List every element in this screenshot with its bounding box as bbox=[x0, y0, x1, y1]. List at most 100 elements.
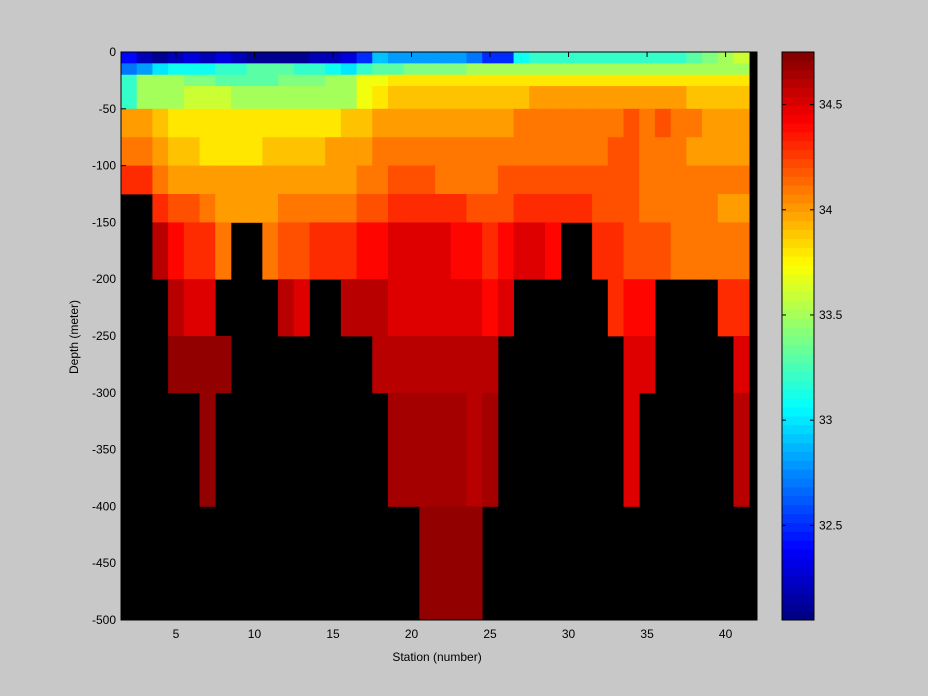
heatmap-cell bbox=[717, 137, 734, 166]
x-tick-label: 20 bbox=[405, 627, 419, 641]
heatmap-cell bbox=[576, 74, 593, 87]
y-tick-label: -200 bbox=[92, 272, 116, 286]
heatmap-cell bbox=[136, 74, 153, 87]
heatmap-cell bbox=[372, 137, 389, 166]
heatmap-cell bbox=[513, 222, 530, 280]
heatmap-cell bbox=[702, 63, 719, 76]
colorbar-segment bbox=[782, 327, 814, 337]
heatmap-cell bbox=[230, 86, 248, 110]
y-tick-label: -250 bbox=[92, 329, 116, 343]
y-tick-label: -100 bbox=[92, 159, 116, 173]
heatmap-cell bbox=[623, 108, 640, 138]
heatmap-cell bbox=[482, 52, 499, 64]
heatmap-cell bbox=[733, 194, 750, 223]
x-tick-label: 25 bbox=[483, 627, 497, 641]
heatmap-cell bbox=[309, 108, 326, 138]
heatmap-cell bbox=[576, 86, 593, 110]
colorbar-segment bbox=[782, 282, 814, 293]
heatmap-cell bbox=[403, 137, 420, 166]
heatmap-cell bbox=[466, 108, 483, 138]
heatmap-cell bbox=[199, 194, 216, 223]
x-tick-label: 5 bbox=[173, 627, 180, 641]
heatmap-cell bbox=[717, 86, 734, 110]
heatmap-cell bbox=[340, 194, 357, 223]
heatmap-cell bbox=[686, 52, 703, 64]
heatmap-cell bbox=[435, 86, 452, 110]
heatmap-cell bbox=[482, 279, 499, 337]
y-tick-label: -400 bbox=[92, 499, 116, 513]
heatmap-cell bbox=[403, 165, 420, 195]
heatmap-cell bbox=[136, 108, 153, 138]
heatmap-cell bbox=[121, 86, 138, 110]
heatmap-cell bbox=[639, 108, 656, 138]
heatmap-cell bbox=[309, 52, 326, 64]
heatmap-cell bbox=[639, 52, 656, 64]
heatmap-cell bbox=[121, 63, 138, 76]
heatmap-cell bbox=[545, 222, 562, 280]
heatmap-cell bbox=[466, 392, 483, 507]
colorbar-segment bbox=[782, 220, 814, 231]
heatmap-cell bbox=[372, 74, 389, 87]
heatmap-cell bbox=[340, 108, 357, 138]
heatmap-cell bbox=[450, 392, 467, 507]
heatmap-cell bbox=[717, 165, 734, 195]
heatmap-cell bbox=[607, 222, 624, 280]
heatmap-cell bbox=[717, 52, 734, 64]
colorbar-segment bbox=[782, 211, 814, 222]
heatmap-cell bbox=[733, 108, 750, 138]
heatmap-cell bbox=[623, 137, 640, 166]
x-tick-label: 15 bbox=[326, 627, 340, 641]
heatmap-cell bbox=[246, 165, 263, 195]
colorbar-segment bbox=[782, 433, 814, 444]
heatmap-cell bbox=[262, 165, 279, 195]
heatmap-cell bbox=[717, 74, 734, 87]
heatmap-cell bbox=[654, 108, 672, 138]
colorbar-segment bbox=[782, 202, 814, 213]
heatmap-cell bbox=[340, 279, 357, 337]
heatmap-cell bbox=[325, 137, 342, 166]
heatmap-cell bbox=[309, 74, 326, 87]
heatmap-cell bbox=[497, 194, 514, 223]
heatmap-cell bbox=[403, 279, 420, 337]
heatmap-cell bbox=[199, 165, 216, 195]
heatmap-cell bbox=[466, 506, 483, 621]
heatmap-cell bbox=[529, 52, 546, 64]
heatmap-cell bbox=[183, 86, 200, 110]
heatmap-cell bbox=[403, 63, 420, 76]
colorbar-segment bbox=[782, 513, 814, 523]
heatmap-cell bbox=[183, 52, 200, 64]
heatmap-cell bbox=[466, 165, 483, 195]
heatmap-cell bbox=[419, 506, 436, 621]
heatmap-cell bbox=[183, 108, 200, 138]
y-tick-label: -50 bbox=[99, 102, 117, 116]
heatmap-cell bbox=[419, 194, 436, 223]
heatmap-cell bbox=[387, 279, 405, 337]
heatmap-cell bbox=[450, 506, 467, 621]
heatmap-cell bbox=[513, 165, 530, 195]
heatmap-cell bbox=[372, 222, 389, 280]
heatmap-cell bbox=[607, 108, 624, 138]
heatmap-cell bbox=[482, 63, 499, 76]
heatmap-cell bbox=[325, 74, 342, 87]
heatmap-cell bbox=[670, 165, 687, 195]
heatmap-cell bbox=[183, 74, 200, 87]
heatmap-cell bbox=[293, 279, 310, 337]
heatmap-cell bbox=[450, 86, 467, 110]
heatmap-cell bbox=[435, 194, 452, 223]
heatmap-cell bbox=[419, 52, 436, 64]
heatmap-cell bbox=[670, 108, 687, 138]
heatmap-cell bbox=[702, 137, 719, 166]
heatmap-cell bbox=[686, 194, 703, 223]
heatmap-cell bbox=[686, 137, 703, 166]
heatmap-cell bbox=[529, 137, 546, 166]
heatmap-cell bbox=[215, 137, 232, 166]
heatmap-cell bbox=[309, 86, 326, 110]
heatmap-cell bbox=[262, 108, 279, 138]
y-tick-label: -150 bbox=[92, 215, 116, 229]
colorbar-segment bbox=[782, 531, 814, 541]
heatmap-cell bbox=[482, 392, 499, 507]
heatmap-cell bbox=[419, 108, 436, 138]
heatmap-cell bbox=[435, 222, 452, 280]
heatmap-cell bbox=[435, 392, 452, 507]
heatmap-cell bbox=[168, 63, 185, 76]
